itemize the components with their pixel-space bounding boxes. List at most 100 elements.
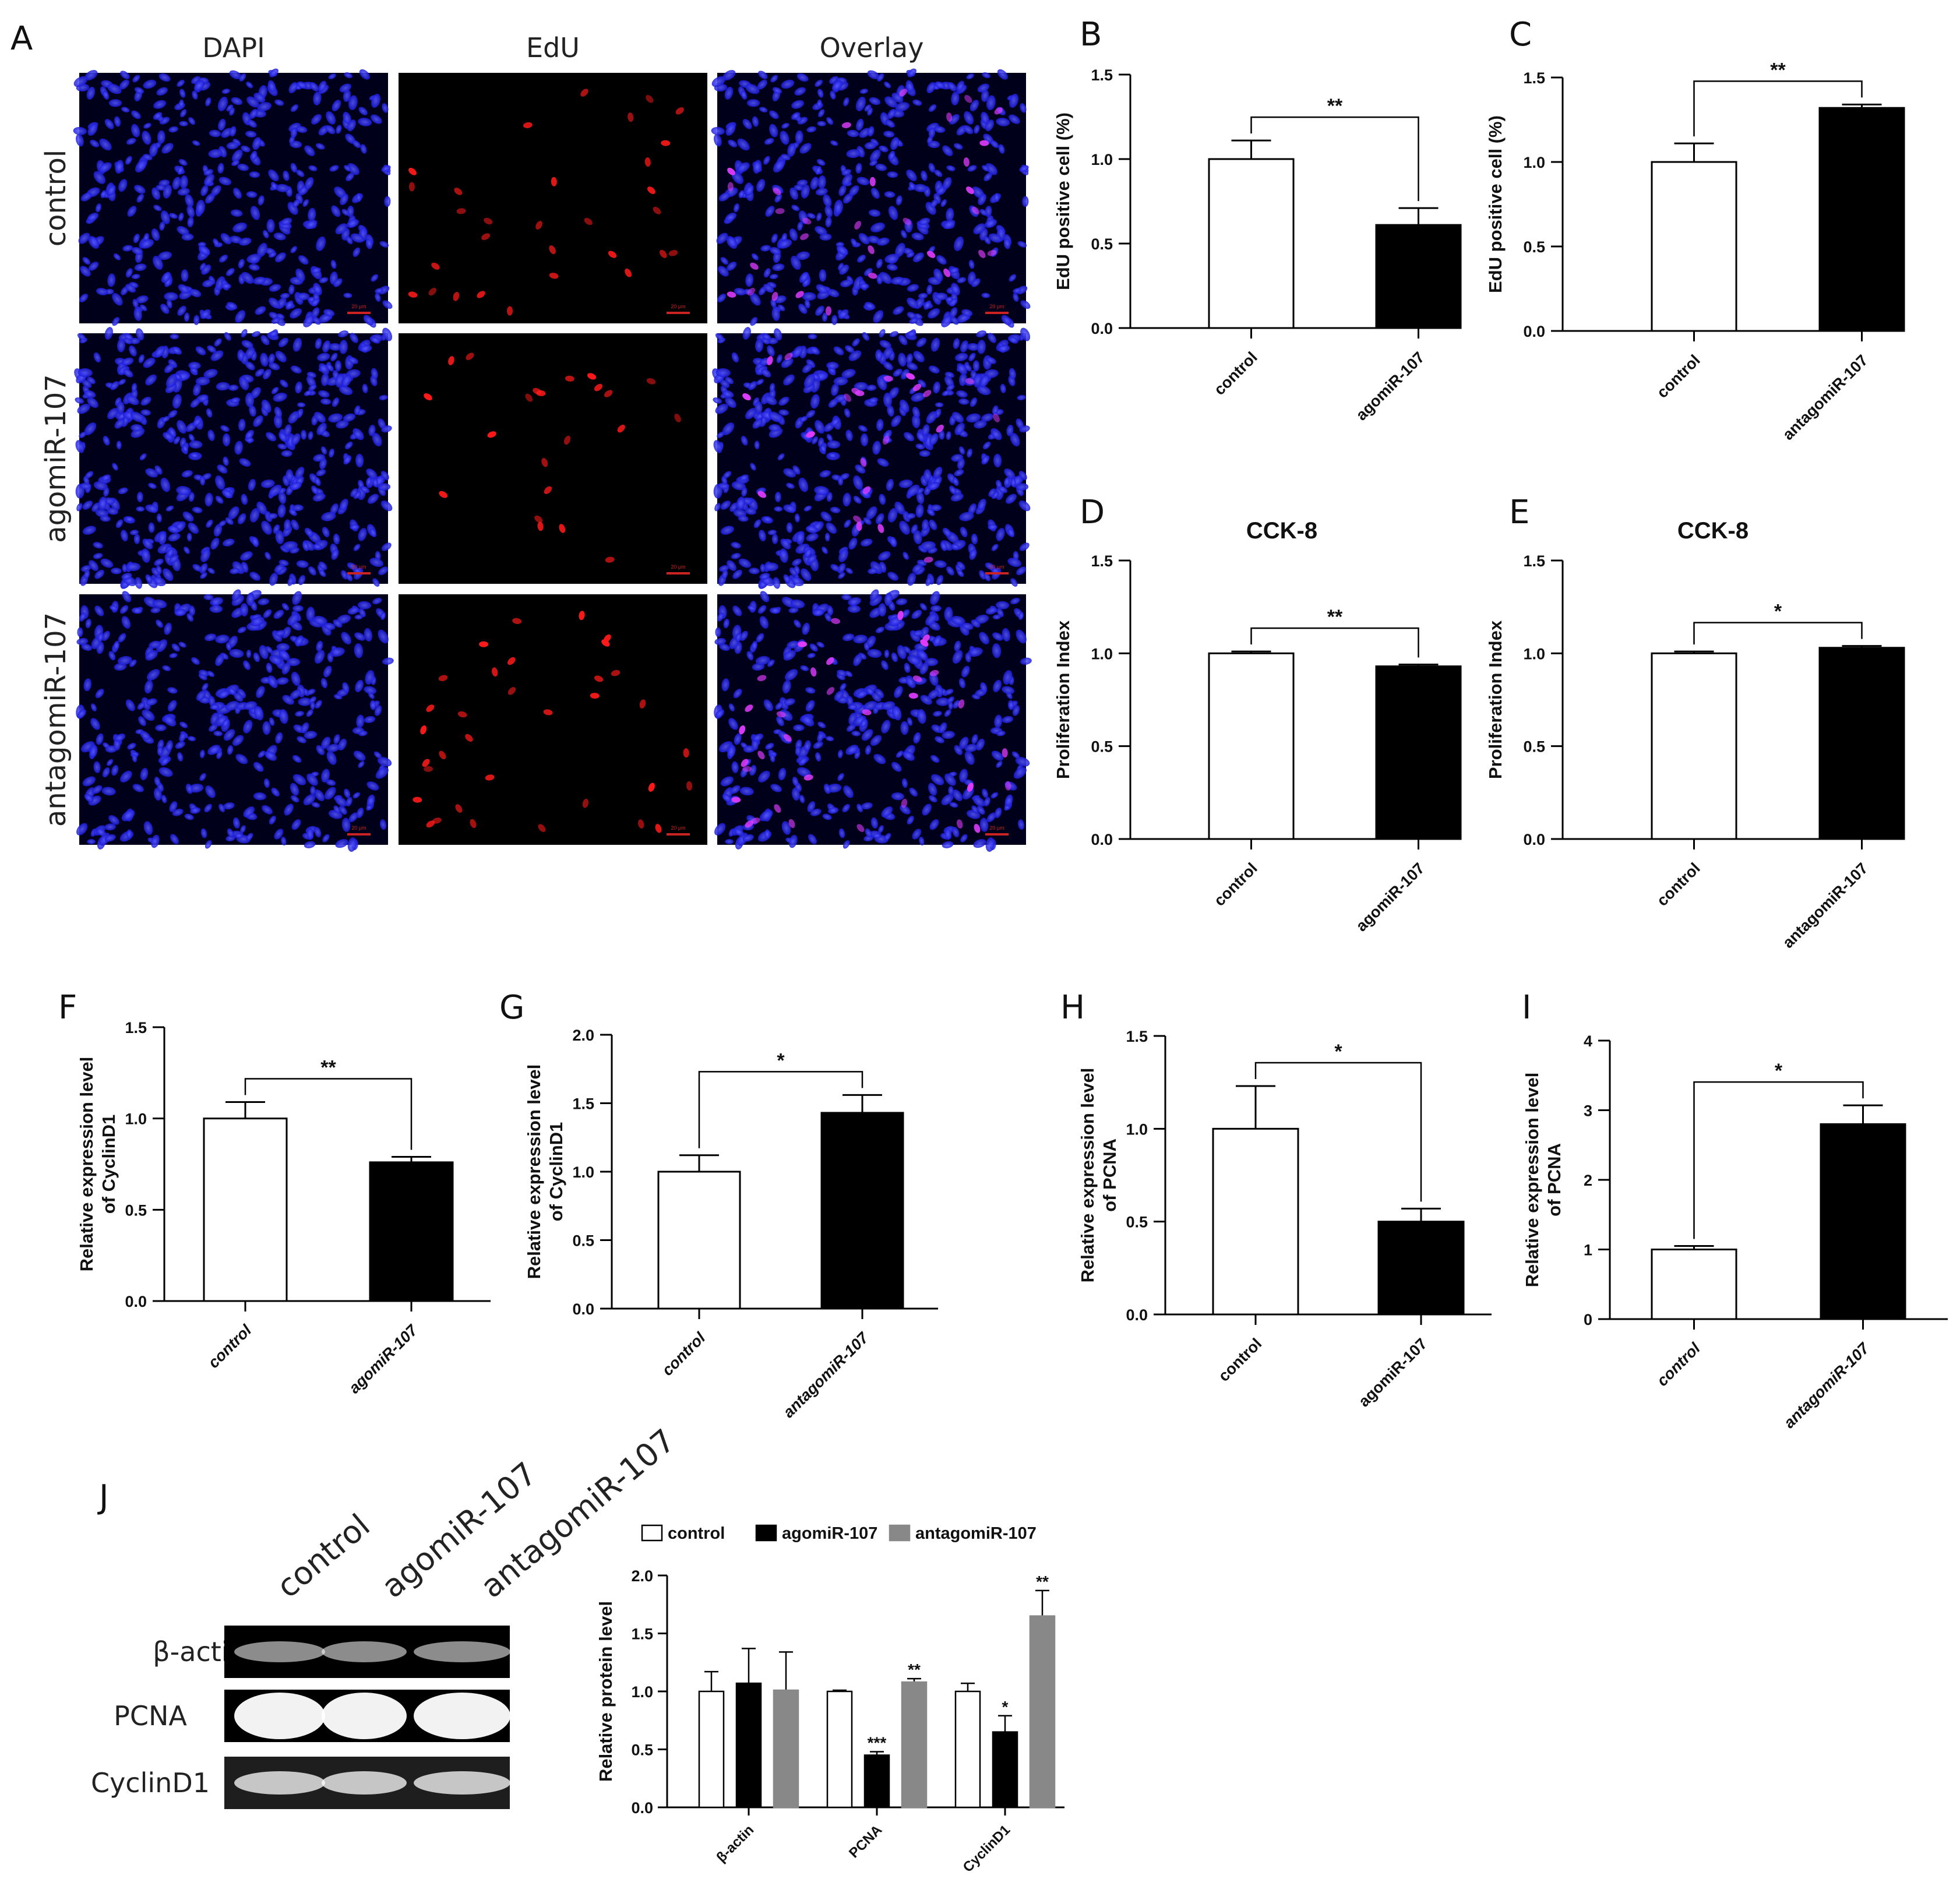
scale-bar bbox=[985, 572, 1009, 574]
micrograph-antagomiR-107-overlay: 20 μm bbox=[714, 589, 1032, 852]
scale-bar-label: 20 μm bbox=[989, 825, 1004, 831]
significance-marker: * bbox=[1334, 1041, 1342, 1063]
significance-bracket bbox=[1693, 80, 1863, 137]
y-tick-label: 1.5 bbox=[1126, 1028, 1148, 1045]
blot-lane-label-control: control bbox=[270, 1507, 377, 1605]
y-tick-label: 1.5 bbox=[125, 1019, 147, 1037]
significance-marker: * bbox=[1002, 1698, 1009, 1716]
bar-agomir-107 bbox=[1375, 224, 1462, 329]
panel-letter-d: D bbox=[1080, 493, 1105, 531]
panel-letter-c: C bbox=[1509, 16, 1532, 54]
significance-bracket bbox=[1250, 116, 1419, 202]
x-tick-label: control bbox=[1211, 348, 1261, 399]
panel-letter-h: H bbox=[1060, 989, 1085, 1027]
blot-band bbox=[322, 1771, 407, 1795]
scale-bar-label: 20 μm bbox=[671, 825, 685, 831]
chart-b: 0.0 0.5 1.0 1.5 EdU positive cell (%) control… bbox=[1053, 66, 1462, 424]
scale-bar bbox=[667, 312, 690, 314]
panel-letter-a: A bbox=[10, 20, 33, 58]
y-tick-label: 1.0 bbox=[1091, 645, 1113, 662]
bar-antagomir-107 bbox=[1820, 1123, 1906, 1320]
scale-bar-label: 20 μm bbox=[989, 564, 1004, 570]
y-tick-label: 1.0 bbox=[1091, 151, 1113, 168]
y-tick-label: 1.5 bbox=[1091, 66, 1113, 84]
y-tick-label: 1.0 bbox=[572, 1164, 594, 1181]
y-axis-label: EdU positive cell (%) bbox=[1053, 112, 1073, 290]
x-tick-label: agomiR-107 bbox=[346, 1321, 422, 1397]
bar-cyclind1-antagomir-107 bbox=[1029, 1615, 1056, 1809]
blot-strip-cyclind1 bbox=[224, 1757, 510, 1809]
scale-bar-label: 20 μm bbox=[989, 304, 1004, 309]
x-tick-label: control bbox=[1654, 859, 1704, 909]
panel-letter-e: E bbox=[1509, 493, 1529, 531]
bar-control bbox=[1208, 652, 1295, 840]
bar-agomir-107 bbox=[1377, 1221, 1465, 1316]
scale-bar bbox=[985, 833, 1009, 836]
significance-bracket bbox=[244, 1078, 413, 1150]
blot-strip-pcna bbox=[224, 1690, 510, 1742]
y-tick-label: 0.5 bbox=[631, 1742, 653, 1759]
scale-bar bbox=[985, 312, 1009, 314]
y-axis-label: Proliferation Index bbox=[1053, 620, 1073, 779]
y-tick-label: 0.0 bbox=[125, 1293, 147, 1310]
scale-bar bbox=[347, 833, 371, 836]
x-tick-label: control bbox=[1654, 351, 1704, 401]
row-label-agomir-107: agomiR-107 bbox=[40, 374, 72, 543]
chart-i: 0 1 2 3 4 Relative expression level of PCNA con… bbox=[1522, 1032, 1948, 1432]
x-tick-label: CyclinD1 bbox=[960, 1822, 1014, 1876]
significance-bracket bbox=[1250, 627, 1419, 658]
y-tick-label: 0.0 bbox=[1091, 320, 1113, 337]
charts: 0.0 0.5 1.0 1.5 EdU positive cell (%) control… bbox=[76, 59, 1948, 1876]
y-tick-label: 0.5 bbox=[1091, 738, 1113, 756]
column-label-overlay: Overlay bbox=[820, 32, 924, 64]
y-tick-label: 1 bbox=[1584, 1242, 1592, 1259]
scale-bar-label: 20 μm bbox=[351, 825, 366, 831]
chart-e: CCK-8 0.0 0.5 1.0 1.5 Proliferation Index cont… bbox=[1485, 518, 1905, 951]
significance-marker: ** bbox=[1327, 95, 1343, 117]
y-tick-label: 1.5 bbox=[572, 1095, 594, 1113]
bar-control bbox=[1212, 1127, 1299, 1316]
significance-marker: * bbox=[777, 1049, 785, 1071]
y-axis-label: Relative expression level bbox=[1077, 1068, 1098, 1283]
y-axis-label: of CyclinD1 bbox=[98, 1115, 119, 1214]
legend-label: agomiR-107 bbox=[782, 1524, 877, 1543]
panel-letter-f: F bbox=[58, 989, 77, 1027]
blot-band bbox=[414, 1771, 510, 1795]
column-label-dapi: DAPI bbox=[202, 32, 265, 64]
x-tick-label: control bbox=[1215, 1335, 1265, 1385]
scale-bar-label: 20 μm bbox=[351, 304, 366, 309]
significance-marker: ** bbox=[320, 1056, 336, 1078]
x-tick-label: agomiR-107 bbox=[1355, 1335, 1430, 1410]
legend-item-control: control bbox=[641, 1524, 725, 1543]
y-tick-label: 0.5 bbox=[1126, 1214, 1148, 1231]
y-axis-label: Proliferation Index bbox=[1485, 620, 1506, 779]
panel-letter-b: B bbox=[1080, 16, 1102, 54]
y-tick-label: 3 bbox=[1584, 1102, 1592, 1120]
x-tick-label: agomiR-107 bbox=[1352, 859, 1427, 935]
blot-strip-β-actin bbox=[224, 1626, 510, 1678]
row-label-antagomir-107: antagomiR-107 bbox=[40, 612, 72, 827]
bar-control bbox=[1651, 161, 1737, 332]
y-tick-label: 0.0 bbox=[572, 1300, 594, 1318]
legend-swatch bbox=[889, 1524, 911, 1542]
legend-label: control bbox=[668, 1524, 725, 1543]
x-tick-label: control bbox=[1211, 859, 1261, 909]
scale-bar-label: 20 μm bbox=[671, 564, 685, 570]
y-axis-label: of PCNA bbox=[1099, 1138, 1120, 1212]
blot-band bbox=[414, 1693, 510, 1739]
chart-f: 0.0 0.5 1.0 1.5 Relative expression level of … bbox=[76, 1019, 491, 1397]
x-tick-label: antagomiR-107 bbox=[780, 1328, 872, 1421]
bar-control bbox=[1208, 158, 1295, 329]
bar-antagomir-107 bbox=[820, 1112, 904, 1310]
blot-band bbox=[234, 1641, 325, 1662]
micrograph-grid: DAPI EdU Overlay control agomiR-107 antagomiR… bbox=[40, 32, 1032, 852]
bar-control bbox=[1651, 652, 1737, 840]
significance-bracket bbox=[1254, 1062, 1422, 1202]
bar-control bbox=[657, 1171, 741, 1310]
micrograph-antagomiR-107-edu: 20 μm bbox=[399, 594, 707, 845]
significance-marker: * bbox=[1775, 1060, 1783, 1082]
x-tick-label: antagomiR-107 bbox=[1781, 1339, 1873, 1432]
y-axis-label: Relative expression level bbox=[1522, 1073, 1542, 1288]
western-blot: controlagomiR-107antagomiR-107β-actinPCN… bbox=[91, 1422, 682, 1809]
